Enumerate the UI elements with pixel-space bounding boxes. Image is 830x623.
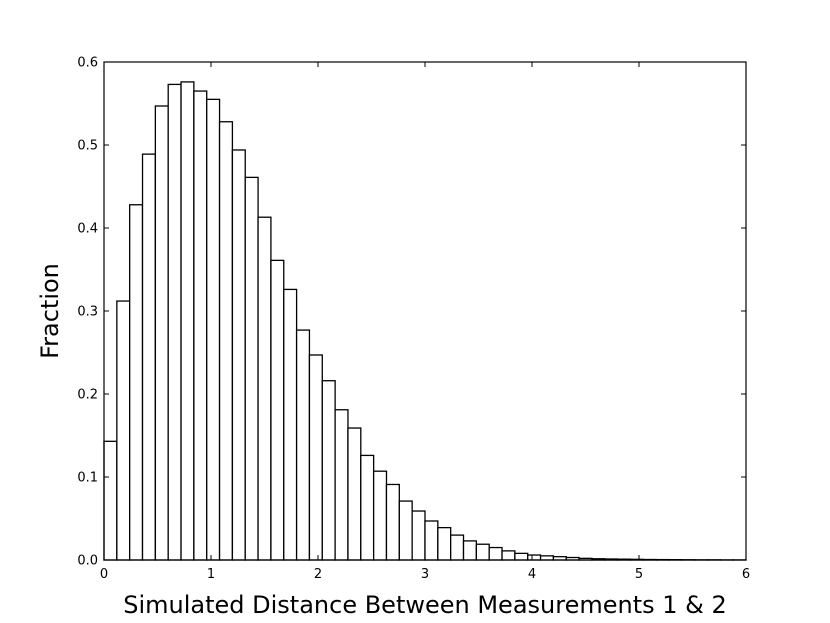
histogram-bar [347,427,362,561]
y-tick-label: 0.0 [77,554,98,569]
y-tick-label: 0.2 [77,388,98,403]
y-tick-label: 0.4 [77,222,98,237]
histogram-bar [437,526,452,561]
x-tick-label: 0 [100,567,108,582]
histogram-bar [385,483,400,561]
y-tick-label: 0.6 [77,56,98,71]
histogram-bar [231,149,246,561]
histogram-bar [488,546,503,561]
y-tick-label: 0.3 [77,305,98,320]
histogram-bar [180,81,195,561]
histogram-bar [103,440,118,561]
x-tick-label: 2 [314,567,322,582]
histogram-bar [475,543,490,561]
y-tick-label: 0.1 [77,471,98,486]
y-tick-label: 0.5 [77,139,98,154]
histogram-bar [154,105,169,561]
histogram-bar [527,554,542,561]
histogram-bar [321,380,336,561]
histogram-bar [141,153,157,561]
histogram-bar [334,409,349,561]
x-tick-label: 5 [635,567,643,582]
ticks-group: 0 1 2 3 4 5 6 0.0 0.1 0.2 0.3 0.4 0.5 0.6 [77,56,750,583]
x-tick-label: 4 [528,567,536,582]
histogram-bar [398,500,413,561]
x-tick-label: 6 [742,567,750,582]
histogram-bar [539,555,555,561]
histogram-bar [411,510,426,561]
histogram-bar [193,90,208,561]
x-tick-label: 1 [207,567,215,582]
histogram-bar [270,259,285,561]
histogram-bar [283,288,298,561]
histogram-bar [501,550,516,561]
histogram-bar [462,540,478,561]
x-tick-label: 3 [421,567,429,582]
histogram-bar [244,176,259,561]
histogram-bar [514,552,529,561]
histogram-bar [129,204,144,561]
histogram-bar [372,470,388,561]
bars-group [103,81,747,561]
y-axis-label: Fraction [36,263,64,359]
histogram-bar [360,454,375,561]
histogram-bar [257,216,272,561]
histogram-bar [218,121,234,561]
histogram-bar [206,98,221,561]
histogram-bar [295,329,311,561]
histogram-bar [424,520,439,561]
histogram-bar [167,83,182,561]
histogram-bar [116,300,131,561]
histogram-bar [308,354,323,561]
x-axis-label: Simulated Distance Between Measurements … [123,591,727,619]
histogram-bar [450,534,465,561]
